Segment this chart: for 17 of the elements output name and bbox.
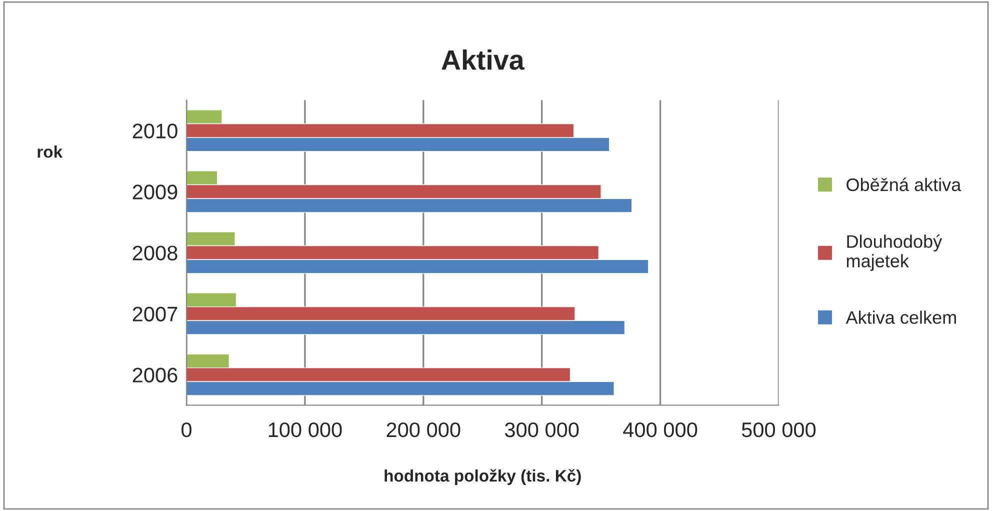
legend-label: Dlouhodobý majetek — [846, 234, 942, 271]
legend-label: Oběžná aktiva — [846, 178, 962, 192]
x-axis-title: hodnota položky (tis. Kč) — [384, 469, 581, 485]
x-tick-label: 200 000 — [386, 422, 460, 438]
x-tick-label: 300 000 — [504, 422, 579, 438]
x-tick-label: 100 000 — [268, 422, 342, 438]
chart-title: Aktiva — [442, 49, 524, 70]
y-tick-label: 2007 — [132, 306, 178, 322]
y-tick-label: 2008 — [132, 246, 178, 260]
y-axis-title: rok — [38, 146, 63, 158]
y-tick-label: 2006 — [132, 368, 178, 382]
x-tick-label: 400 000 — [623, 422, 698, 438]
x-tick-label: 0 — [182, 422, 192, 438]
x-tick-label: 500 000 — [742, 422, 816, 438]
y-tick-label: 2009 — [132, 184, 178, 200]
legend-label: Aktiva celkem — [846, 310, 956, 324]
y-tick-label: 2010 — [132, 124, 178, 138]
